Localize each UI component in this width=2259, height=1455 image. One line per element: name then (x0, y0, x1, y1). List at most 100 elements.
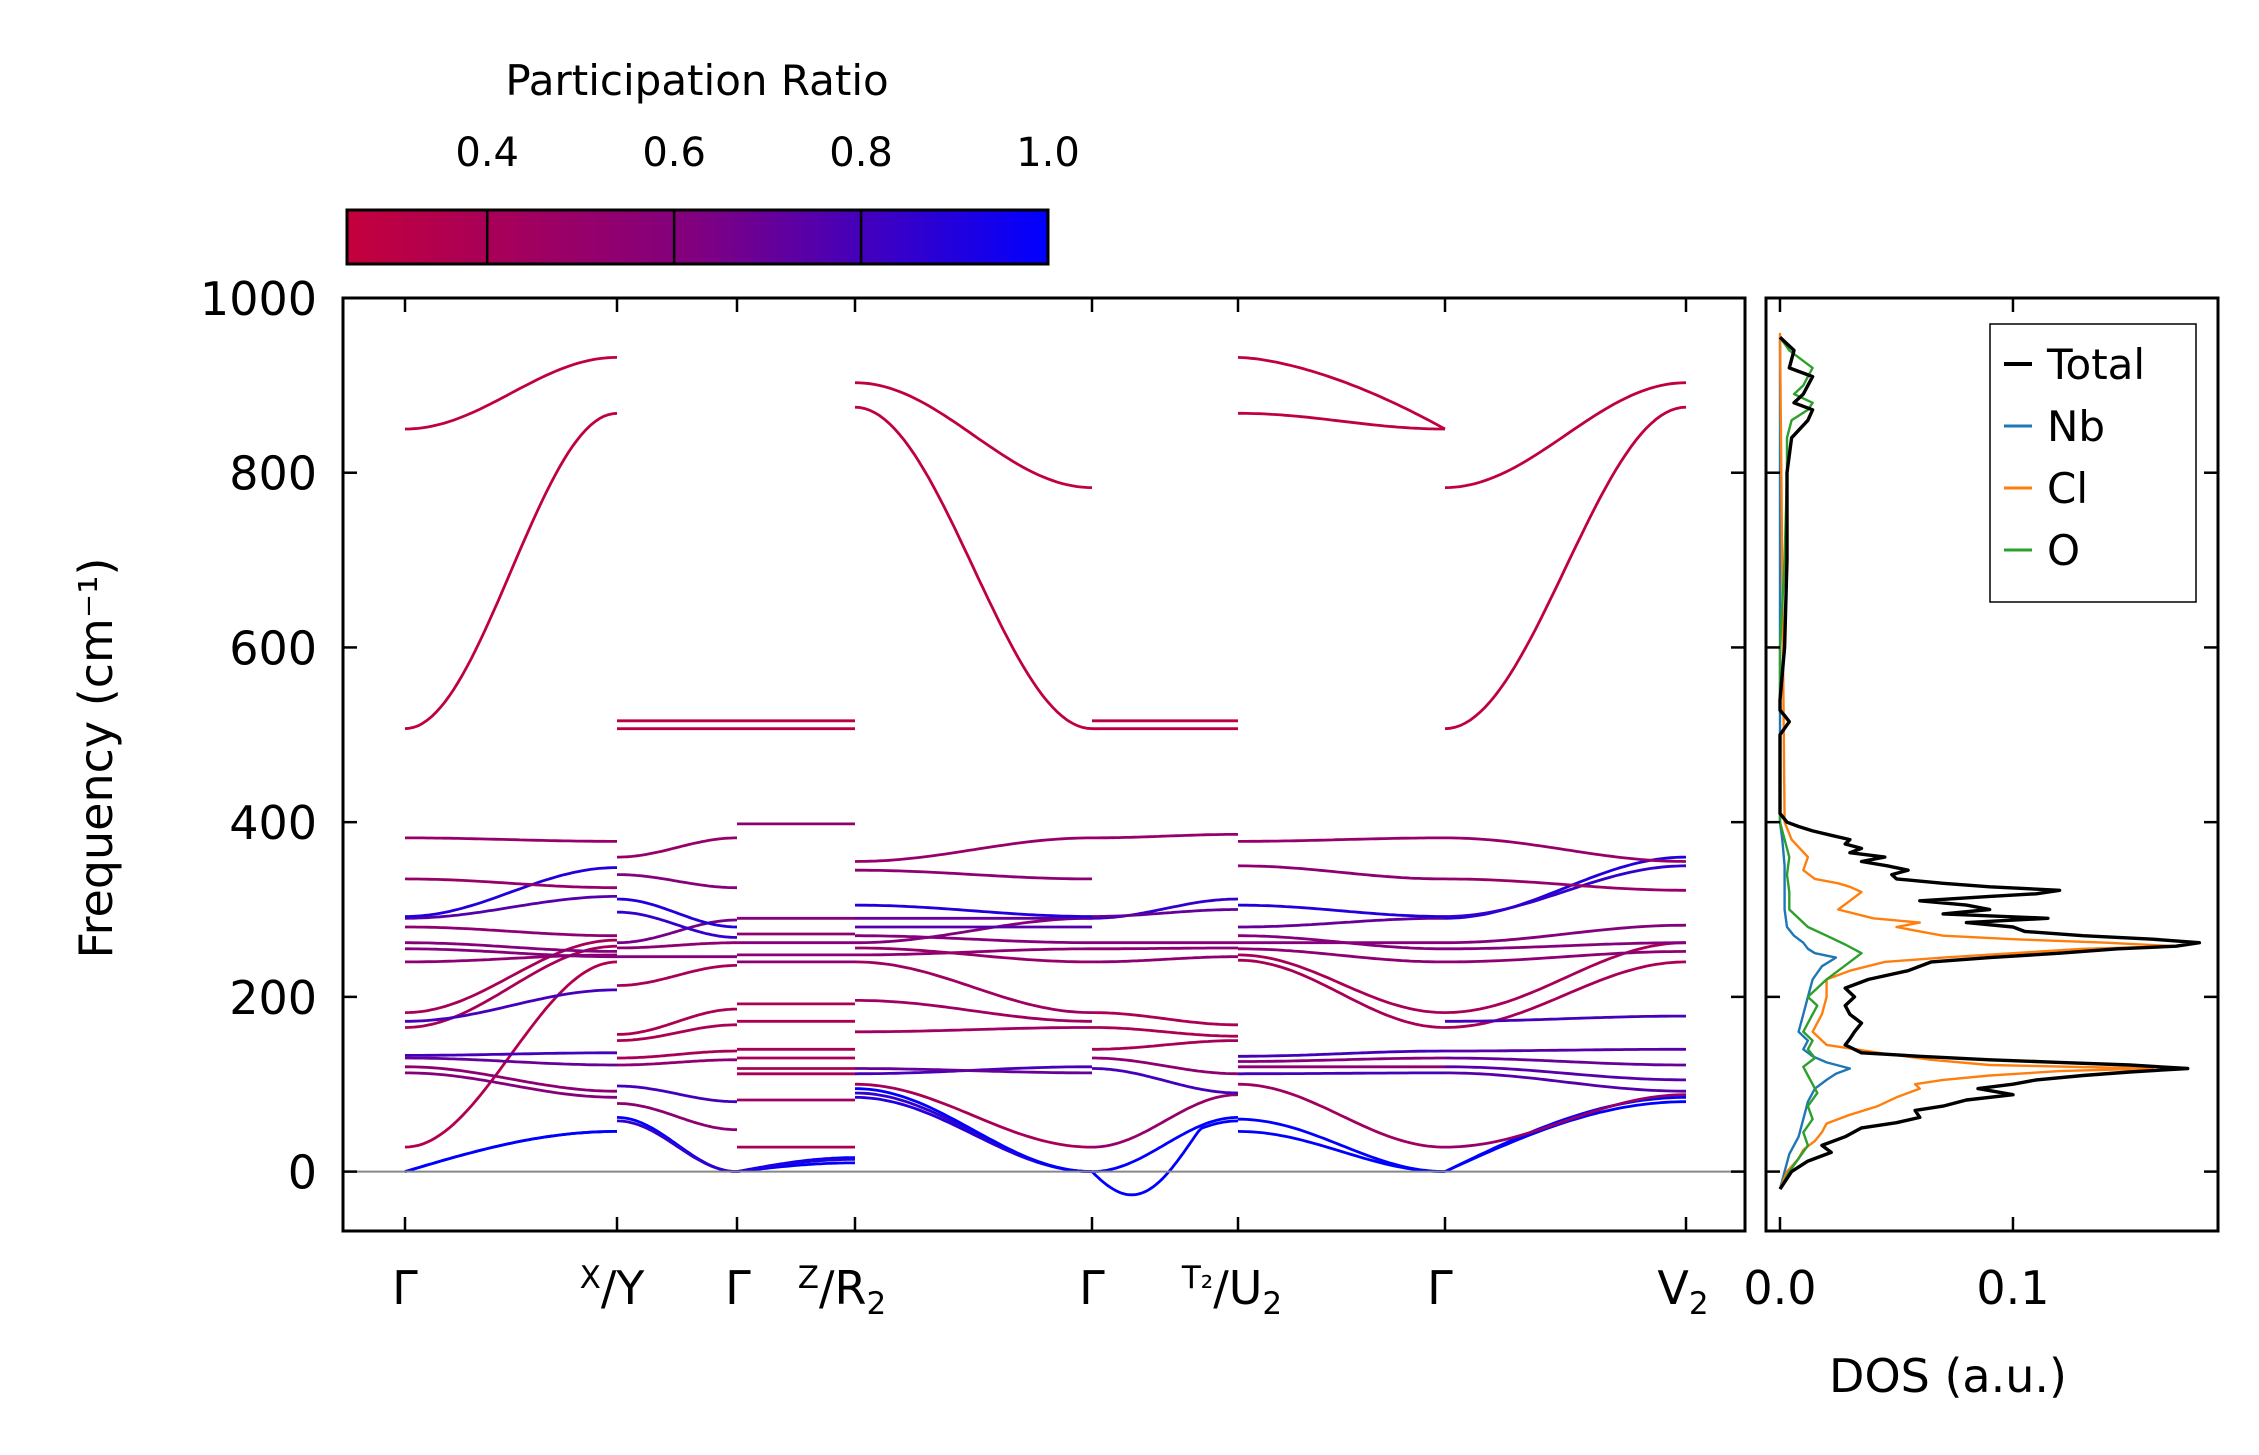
band-line (1444, 960, 1687, 1029)
band-line (617, 1084, 737, 1104)
band-line (854, 1087, 1093, 1173)
band-line (405, 988, 617, 1023)
band-line (617, 836, 737, 859)
k-point-label: V2 (1657, 1261, 1708, 1322)
band-line (1237, 958, 1446, 1029)
band-line (1444, 405, 1687, 731)
band-line (1092, 1093, 1239, 1149)
band-line (1238, 934, 1445, 951)
k-point-label: Γ (725, 1261, 751, 1315)
legend-label-cl: Cl (2047, 464, 2088, 513)
band-line (405, 1051, 617, 1057)
legend-label-nb: Nb (2047, 402, 2105, 451)
band-line (1092, 1011, 1238, 1027)
k-label-main: /U (1213, 1261, 1262, 1315)
band-line (1092, 955, 1238, 964)
colorbar-tick-label: 0.4 (455, 130, 519, 176)
band-line (405, 941, 617, 953)
k-point-label: Γ (1427, 1261, 1453, 1315)
band-line (617, 918, 737, 945)
band-line (855, 1026, 1092, 1034)
band-line (1238, 947, 1445, 964)
band-line (404, 1130, 617, 1173)
band-line (1237, 1082, 1445, 1149)
band-line (1445, 1047, 1686, 1053)
k-point-label: Γ (1079, 1261, 1105, 1315)
colorbar: Participation Ratio 0.4 0.6 0.8 1.0 (345, 56, 1080, 266)
k-label-main: Γ (392, 1261, 418, 1315)
legend-label-total: Total (2046, 340, 2145, 389)
y-tick-label: 0 (288, 1146, 317, 1200)
dos-panel-frame (1764, 296, 2220, 1233)
band-line (404, 938, 618, 1014)
band-panel-frame (341, 296, 1747, 1233)
colorbar-gradient (345, 208, 1050, 266)
band-line (855, 947, 1092, 957)
dos-x-tick-label: 0.0 (1743, 1261, 1816, 1315)
band-line (1238, 916, 1445, 929)
band-line (854, 405, 1093, 731)
k-label-prefix: Z (798, 1260, 819, 1296)
band-line (616, 1023, 737, 1042)
legend-box (1989, 323, 2197, 603)
k-label-prefix: X (580, 1260, 601, 1296)
band-line (1445, 1014, 1686, 1023)
band-line (617, 873, 737, 890)
band-line (405, 866, 617, 918)
band-line (405, 836, 617, 843)
band-line (1445, 836, 1687, 863)
band-line (1238, 1071, 1445, 1076)
colorbar-title: Participation Ratio (505, 56, 888, 105)
y-tick-label: 400 (229, 796, 317, 850)
band-line (405, 1065, 617, 1093)
k-label-prefix: T₂ (1181, 1260, 1213, 1296)
band-line (1445, 1065, 1686, 1082)
band-line (1237, 356, 1446, 431)
band-line (1445, 923, 1687, 945)
y-tick-label: 1000 (200, 272, 317, 326)
band-line (1238, 1117, 1446, 1173)
k-label-subscript: 2 (1689, 1286, 1709, 1322)
band-line (736, 1158, 855, 1173)
band-line (617, 964, 737, 987)
band-line (617, 1102, 738, 1132)
k-label-subscript: 2 (866, 1286, 886, 1322)
dos-line-o (1778, 336, 1863, 1190)
y-tick-label: 600 (229, 621, 317, 675)
band-line (1092, 1039, 1238, 1051)
k-label-main: /R (819, 1261, 866, 1315)
band-line (1444, 381, 1687, 489)
y-tick-label: 800 (229, 447, 317, 501)
k-label-subscript: 2 (1262, 1286, 1282, 1322)
k-point-label: Z/R2 (798, 1260, 886, 1322)
k-label-main: Γ (1427, 1261, 1453, 1315)
k-label-main: V (1657, 1261, 1689, 1315)
k-point-label: T₂/U2 (1181, 1260, 1282, 1322)
band-line (854, 1082, 1092, 1149)
dos-panel: 0.0 0.1 DOS (a.u.) Total Nb Cl O (1743, 296, 2220, 1403)
colorbar-tick-label: 0.6 (642, 130, 706, 176)
band-line (855, 868, 1092, 881)
band-line (1092, 833, 1238, 840)
band-line (616, 910, 738, 939)
dos-x-tick-label: 0.1 (1976, 1261, 2049, 1315)
band-line (404, 411, 618, 731)
band-line (1238, 1049, 1445, 1058)
k-label-main: /Y (601, 1261, 645, 1315)
band-line (1092, 1056, 1239, 1076)
colorbar-tick-label: 1.0 (1016, 130, 1080, 176)
dos-line-nb (1778, 337, 1852, 1190)
band-line (405, 1071, 617, 1099)
band-line (1091, 1116, 1239, 1173)
band-line (617, 1049, 737, 1060)
band-line (1445, 1093, 1687, 1149)
dos-line-total (1778, 336, 2202, 1191)
band-line (1237, 864, 1445, 881)
band-line (1445, 1056, 1686, 1067)
band-line (616, 897, 737, 929)
band-line (404, 895, 617, 920)
band-line (405, 356, 618, 431)
legend: Total Nb Cl O (1989, 323, 2197, 603)
band-line (1237, 953, 1446, 1014)
